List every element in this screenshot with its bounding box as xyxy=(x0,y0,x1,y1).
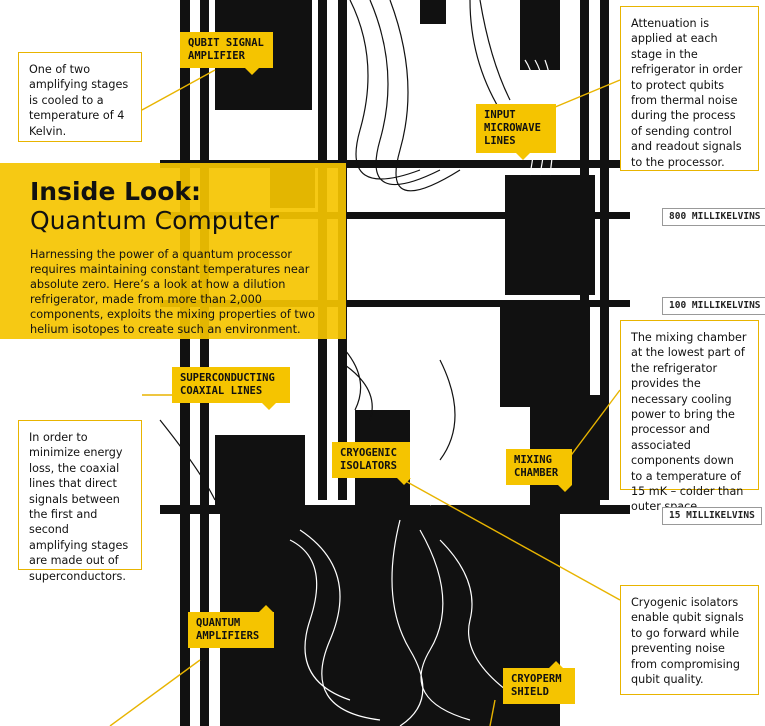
wire xyxy=(469,0,511,111)
support-rod xyxy=(600,0,609,500)
coaxial-note: In order to minimize energy loss, the co… xyxy=(18,420,142,583)
stage-plate xyxy=(160,212,630,219)
leader-line xyxy=(399,477,621,601)
leader-line xyxy=(141,69,216,111)
temp-100-label: 100 MILLIKELVINS xyxy=(662,297,765,315)
leader-line xyxy=(489,699,496,726)
amplifier-note: One of two amplifying stages is cooled t… xyxy=(18,52,142,142)
isolators-note: Cryogenic isolators enable qubit signals… xyxy=(620,585,759,695)
temp-800-label: 800 MILLIKELVINS xyxy=(662,208,765,226)
leader-line xyxy=(109,659,201,726)
wire xyxy=(289,529,471,721)
quantum-amplifiers-tag: QUANTUM AMPLIFIERS xyxy=(188,605,274,648)
wire xyxy=(429,419,516,506)
hero-panel: Inside Look: Quantum Computer Harnessing… xyxy=(0,163,346,339)
input-microwave-lines-tag: INPUT MICROWAVE LINES xyxy=(476,104,556,160)
top-right-block xyxy=(520,0,560,70)
mixing-note: The mixing chamber at the lowest part of… xyxy=(620,320,759,513)
title-line-1: Inside Look: xyxy=(30,177,202,206)
support-rod xyxy=(180,0,190,726)
intro-text: Harnessing the power of a quantum proces… xyxy=(30,248,315,336)
temp-15-label: 15 MILLIKELVINS xyxy=(662,507,762,525)
wire xyxy=(234,110,286,160)
superconducting-coaxial-lines-tag: SUPERCONDUCTING COAXIAL LINES xyxy=(172,367,290,410)
wire xyxy=(344,349,456,461)
left-component xyxy=(215,435,305,505)
mixing-chamber-tag: MIXING CHAMBER xyxy=(506,449,573,492)
cryoperm-shield-tag: CRYOPERM SHIELD xyxy=(503,661,575,704)
title-line-2: Quantum Computer xyxy=(30,206,279,235)
wire xyxy=(391,519,521,726)
stage-plate xyxy=(160,160,630,168)
support-rod xyxy=(200,0,209,726)
attenuation-note: Attenuation is applied at each stage in … xyxy=(620,6,759,171)
leader-line xyxy=(547,79,621,111)
qubit-signal-amplifier-tag: QUBIT SIGNAL AMPLIFIER xyxy=(180,32,273,75)
stage-plate xyxy=(160,300,630,307)
top-block xyxy=(420,0,446,24)
filter-stack xyxy=(505,175,595,295)
heat-exchanger xyxy=(500,307,590,407)
cryogenic-isolators-tag: CRYOGENIC ISOLATORS xyxy=(332,442,411,485)
wire xyxy=(349,0,461,192)
stage-plate xyxy=(160,505,630,514)
wire xyxy=(159,419,216,501)
